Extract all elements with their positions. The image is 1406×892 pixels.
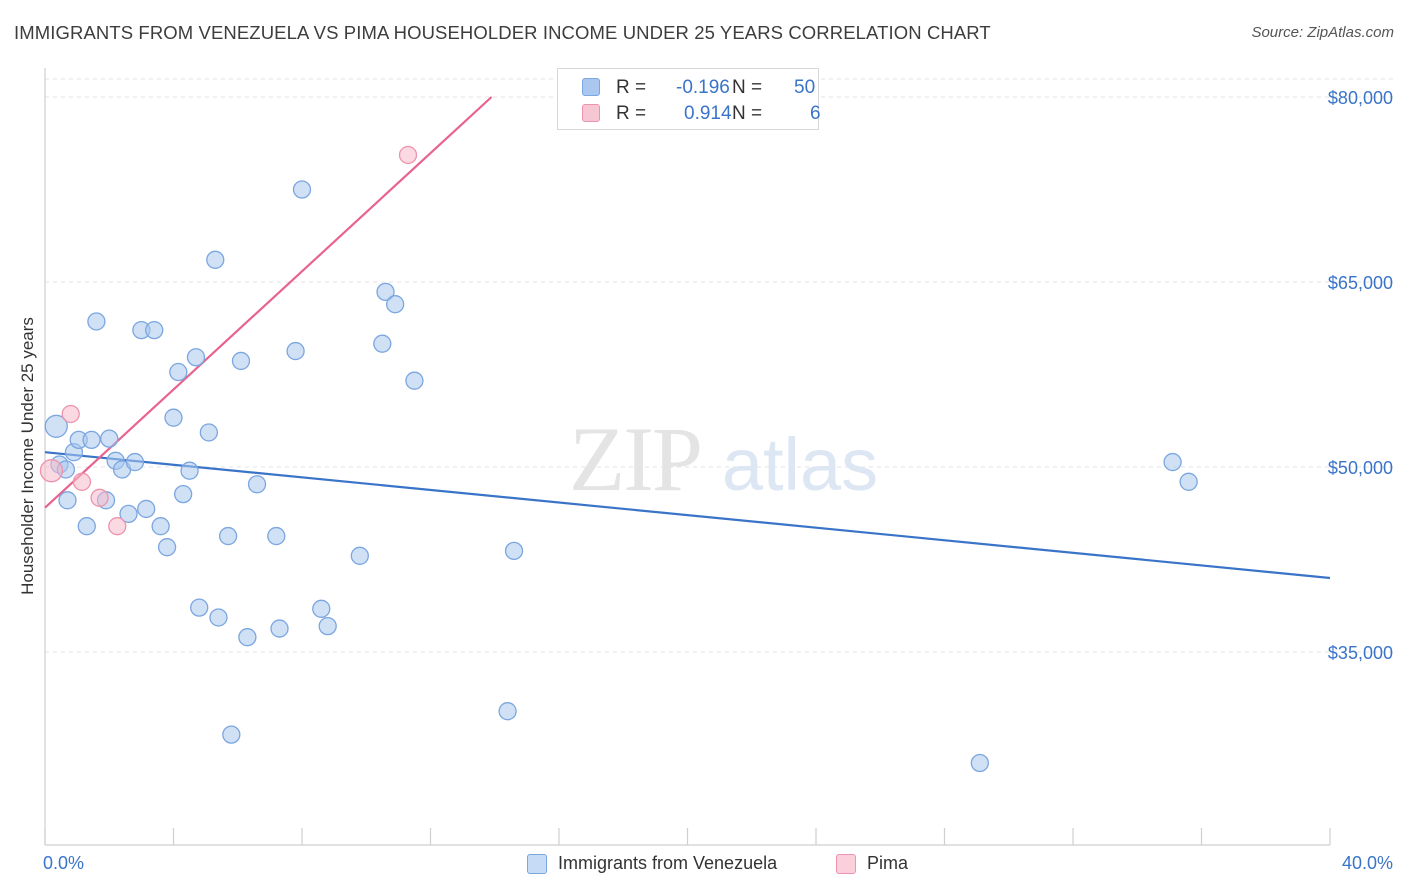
- venezuela-point-46: [504, 541, 524, 561]
- bottom-legend-label-venezuela: Immigrants from Venezuela: [558, 853, 778, 873]
- pima-point-3: [90, 488, 109, 507]
- watermark-zip: ZIP: [569, 408, 701, 510]
- venezuela-point-32: [238, 628, 257, 647]
- series-pima-points: [39, 145, 418, 536]
- venezuela-point-40: [350, 546, 369, 565]
- venezuela-point-38: [312, 599, 331, 618]
- watermark: ZIP atlas: [569, 408, 878, 510]
- watermark-atlas: atlas: [722, 423, 878, 506]
- venezuela-point-3: [58, 491, 77, 510]
- legend-r-label: R =: [616, 103, 647, 124]
- source-credit: Source: ZipAtlas.com: [1251, 24, 1394, 41]
- venezuela-point-7: [82, 430, 101, 450]
- venezuela-point-45: [498, 702, 517, 721]
- legend-n-value: 50: [794, 77, 816, 98]
- y-tick-label-3: $80,000: [1328, 88, 1393, 108]
- venezuela-point-23: [180, 461, 199, 480]
- venezuela-point-13: [119, 504, 138, 524]
- venezuela-point-37: [292, 180, 312, 199]
- venezuela-point-34: [267, 526, 286, 546]
- venezuela-point-35: [270, 619, 289, 638]
- bottom-legend-label-pima: Pima: [867, 853, 909, 873]
- venezuela-point-24: [186, 348, 206, 367]
- y-axis-label: Householder Income Under 25 years: [18, 317, 37, 595]
- legend-r-label: R =: [616, 77, 647, 98]
- venezuela-point-49: [1179, 472, 1198, 491]
- pima-point-4: [108, 517, 127, 536]
- venezuela-point-43: [386, 295, 405, 314]
- trend-line-venezuela: [44, 451, 1331, 580]
- venezuela-point-17: [145, 320, 164, 340]
- venezuela-point-0: [44, 414, 68, 438]
- venezuela-point-39: [318, 616, 337, 636]
- y-axis-tick-labels: $35,000 $50,000 $65,000 $80,000: [1328, 88, 1393, 663]
- y-tick-label-2: $65,000: [1328, 273, 1393, 293]
- bottom-legend-swatch-pink: [836, 854, 856, 874]
- venezuela-point-16: [137, 499, 156, 519]
- correlation-legend: R = -0.196 N = 50 R = 0.914 N = 6: [557, 68, 821, 130]
- x-tick-label-min: 0.0%: [43, 853, 84, 873]
- venezuela-point-28: [209, 608, 228, 627]
- venezuela-point-42: [376, 282, 395, 302]
- venezuela-point-48: [1163, 452, 1182, 472]
- legend-n-label: N =: [732, 103, 763, 124]
- venezuela-point-10: [100, 429, 119, 448]
- venezuela-point-14: [125, 452, 145, 472]
- venezuela-point-19: [157, 538, 177, 557]
- venezuela-point-30: [222, 725, 241, 744]
- venezuela-point-44: [405, 371, 424, 390]
- venezuela-point-47: [970, 753, 989, 773]
- legend-r-value: 0.914: [684, 103, 732, 124]
- pima-point-0: [39, 459, 64, 483]
- legend-r-value: -0.196: [676, 77, 730, 98]
- venezuela-point-41: [373, 334, 392, 353]
- pima-point-2: [72, 472, 92, 491]
- x-tick-label-max: 40.0%: [1342, 853, 1393, 873]
- venezuela-point-25: [190, 598, 209, 617]
- venezuela-point-21: [169, 362, 188, 382]
- y-tick-label-0: $35,000: [1328, 643, 1393, 663]
- legend-n-value: 6: [810, 103, 821, 124]
- venezuela-point-27: [206, 250, 225, 269]
- legend-swatch-blue: [582, 78, 600, 96]
- venezuela-point-6: [77, 517, 96, 536]
- venezuela-point-33: [247, 475, 267, 494]
- venezuela-point-22: [173, 484, 193, 504]
- venezuela-point-18: [151, 517, 170, 536]
- pima-point-1: [61, 404, 80, 424]
- pima-point-5: [398, 145, 418, 165]
- chart-title: IMMIGRANTS FROM VENEZUELA VS PIMA HOUSEH…: [14, 22, 991, 43]
- trend-lines: [44, 96, 1331, 580]
- series-venezuela-points: [44, 180, 1198, 773]
- legend-swatch-pink: [582, 104, 600, 122]
- venezuela-point-29: [218, 526, 238, 546]
- venezuela-point-20: [164, 408, 183, 427]
- bottom-legend-swatch-blue: [527, 854, 547, 874]
- y-tick-label-1: $50,000: [1328, 458, 1393, 478]
- trend-line-pima: [44, 96, 493, 509]
- legend-n-label: N =: [732, 77, 763, 98]
- x-axis-ticks: [44, 828, 1331, 845]
- venezuela-point-26: [199, 423, 218, 442]
- venezuela-point-36: [286, 341, 305, 361]
- venezuela-point-31: [231, 351, 251, 371]
- venezuela-point-8: [87, 312, 106, 331]
